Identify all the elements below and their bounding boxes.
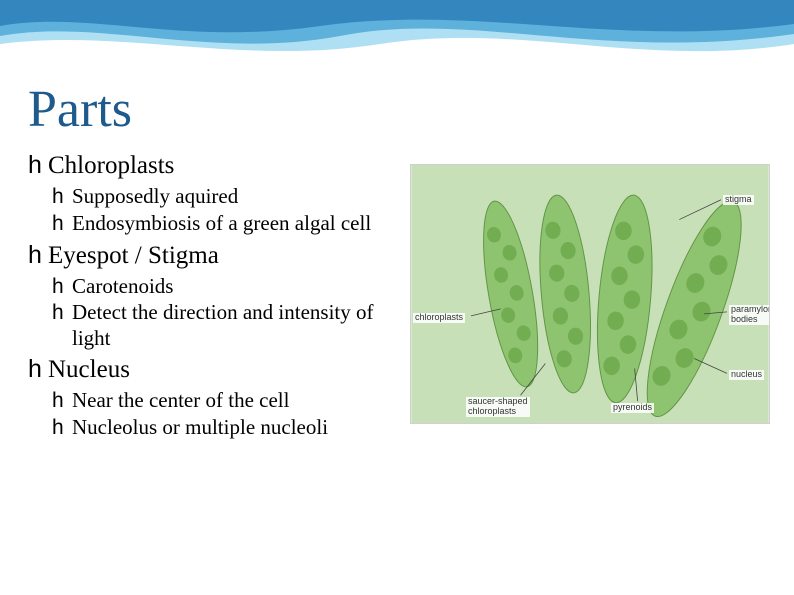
diagram-label: saucer-shapedchloroplasts (466, 397, 530, 417)
outline-level2: hNear the center of the cell (28, 388, 398, 414)
slide-title: Parts (28, 80, 766, 139)
outline-level1: hEyespot / Stigma (28, 241, 398, 270)
outline-level1: hChloroplasts (28, 151, 398, 180)
outline-level2: hSupposedly aquired (28, 184, 398, 210)
outline-level1: hNucleus (28, 355, 398, 384)
euglena-diagram: stigma chloroplasts paramylonbodies nucleus… (410, 164, 770, 424)
text-column: hChloroplasts hSupposedly aquiredhEndosym… (28, 147, 398, 441)
bullet-icon: h (28, 151, 48, 180)
bullet-icon: h (28, 355, 48, 384)
diagram-label: nucleus (729, 370, 764, 380)
bullet-icon: h (52, 212, 72, 237)
diagram-label: pyrenoids (611, 403, 654, 413)
diagram-label: paramylonbodies (729, 305, 770, 325)
bullet-icon: h (52, 185, 72, 210)
outline-level2: hCarotenoids (28, 274, 398, 300)
header-wave-decoration (0, 0, 794, 80)
bullet-icon: h (52, 416, 72, 441)
body-area: hChloroplasts hSupposedly aquiredhEndosym… (28, 147, 766, 441)
outline-level2: hEndosymbiosis of a green algal cell (28, 211, 398, 237)
slide-content: Parts hChloroplastshSupposedly aquiredhE… (28, 80, 766, 575)
bullet-icon: h (52, 275, 72, 300)
bullet-icon: h (52, 301, 72, 326)
outline-level2: hDetect the direction and intensity of l… (28, 300, 398, 351)
image-column: stigma chloroplasts paramylonbodies nucleus… (410, 147, 770, 441)
diagram-label: chloroplasts (413, 313, 465, 323)
bullet-icon: h (52, 389, 72, 414)
outline-level2: hNucleolus or multiple nucleoli (28, 415, 398, 441)
bullet-icon: h (28, 241, 48, 270)
diagram-label: stigma (723, 195, 754, 205)
